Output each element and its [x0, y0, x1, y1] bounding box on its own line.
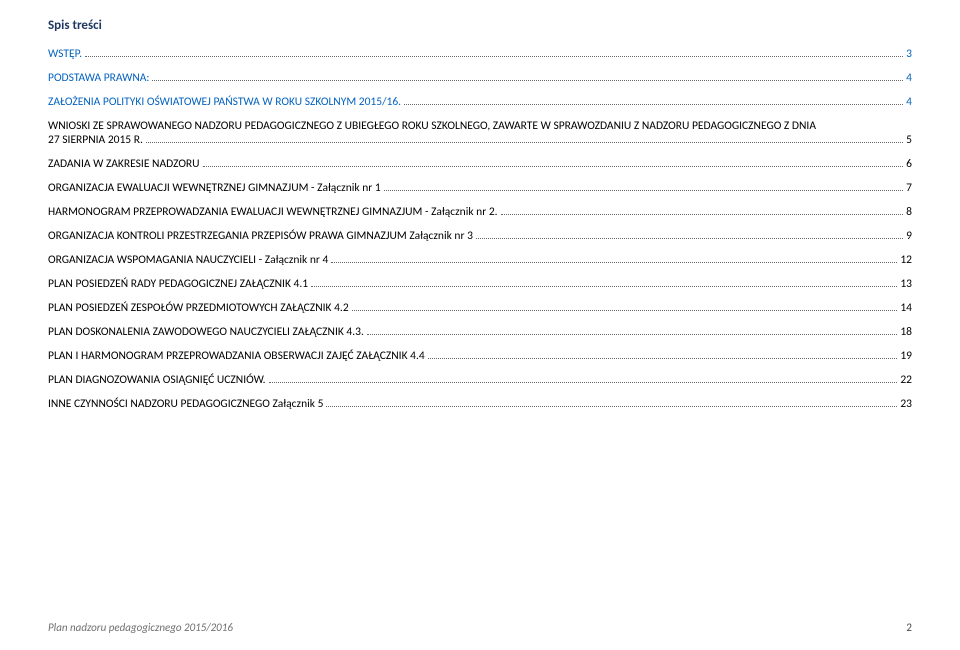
toc-page-number: 23 [900, 397, 912, 411]
toc-label: PLAN DIAGNOZOWANIA OSIĄGNIĘĆ UCZNIÓW. [48, 373, 266, 387]
toc-page-number: 14 [900, 301, 912, 315]
toc-leader-dots [311, 286, 897, 287]
toc-page-number: 6 [906, 157, 912, 171]
toc-page-number: 3 [906, 47, 912, 61]
toc-row[interactable]: PODSTAWA PRAWNA: 4 [48, 71, 912, 85]
toc-row: ORGANIZACJA WSPOMAGANIA NAUCZYCIELI - Za… [48, 253, 912, 267]
toc-row: ORGANIZACJA EWALUACJI WEWNĘTRZNEJ GIMNAZ… [48, 181, 912, 195]
toc-leader-dots [331, 262, 897, 263]
toc-row: PLAN POSIEDZEŃ RADY PEDAGOGICZNEJ ZAŁĄCZ… [48, 277, 912, 291]
toc-label[interactable]: ZAŁOŻENIA POLITYKI OŚWIATOWEJ PAŃSTWA W … [48, 95, 401, 109]
footer-left: Plan nadzoru pedagogicznego 2015/2016 [48, 621, 233, 634]
toc-label: INNE CZYNNOŚCI NADZORU PEDAGOGICZNEGO Za… [48, 397, 323, 411]
toc-page-number: 13 [900, 277, 912, 291]
toc-leader-dots [152, 80, 903, 81]
table-of-contents: WSTĘP. 3 PODSTAWA PRAWNA: 4 ZAŁOŻENIA POLITY… [48, 47, 912, 411]
toc-leader-dots [352, 310, 898, 311]
toc-page-number: 22 [900, 373, 912, 387]
toc-page-number: 19 [900, 349, 912, 363]
toc-leader-dots [85, 56, 903, 57]
toc-label: PLAN I HARMONOGRAM PRZEPROWADZANIA OBSER… [48, 349, 425, 363]
toc-row: ZADANIA W ZAKRESIE NADZORU 6 [48, 157, 912, 171]
toc-page-number: 4 [906, 71, 912, 85]
toc-leader-dots [146, 142, 903, 143]
footer-page-number: 2 [906, 621, 912, 634]
toc-page-number: 12 [900, 253, 912, 267]
toc-page-number: 9 [906, 229, 912, 243]
toc-page-number: 4 [906, 95, 912, 109]
toc-row[interactable]: WSTĘP. 3 [48, 47, 912, 61]
toc-row: HARMONOGRAM PRZEPROWADZANIA EWALUACJI WE… [48, 205, 912, 219]
toc-row: INNE CZYNNOŚCI NADZORU PEDAGOGICZNEGO Za… [48, 397, 912, 411]
toc-label: PLAN POSIEDZEŃ ZESPOŁÓW PRZEDMIOTOWYCH Z… [48, 301, 349, 315]
toc-label[interactable]: PODSTAWA PRAWNA: [48, 71, 149, 85]
toc-label: PLAN DOSKONALENIA ZAWODOWEGO NAUCZYCIELI… [48, 325, 364, 339]
toc-row: ORGANIZACJA KONTROLI PRZESTRZEGANIA PRZE… [48, 229, 912, 243]
toc-leader-dots [367, 334, 897, 335]
toc-row: PLAN DIAGNOZOWANIA OSIĄGNIĘĆ UCZNIÓW. 22 [48, 373, 912, 387]
toc-leader-dots [384, 190, 903, 191]
toc-label: HARMONOGRAM PRZEPROWADZANIA EWALUACJI WE… [48, 205, 498, 219]
toc-leader-dots [326, 406, 897, 407]
toc-label[interactable]: WSTĘP. [48, 47, 82, 61]
toc-page-number: 18 [900, 325, 912, 339]
toc-leader-dots [203, 166, 904, 167]
toc-label: ORGANIZACJA WSPOMAGANIA NAUCZYCIELI - Za… [48, 253, 328, 267]
toc-leader-dots [404, 104, 903, 105]
toc-row: PLAN I HARMONOGRAM PRZEPROWADZANIA OBSER… [48, 349, 912, 363]
toc-leader-dots [476, 238, 903, 239]
toc-page-number: 8 [906, 205, 912, 219]
toc-row: WNIOSKI ZE SPRAWOWANEGO NADZORU PEDAGOGI… [48, 119, 912, 133]
page-footer: Plan nadzoru pedagogicznego 2015/2016 2 [48, 621, 912, 634]
toc-label: PLAN POSIEDZEŃ RADY PEDAGOGICZNEJ ZAŁĄCZ… [48, 277, 308, 291]
toc-page-number: 5 [906, 133, 912, 147]
toc-label: 27 SIERPNIA 2015 R. [48, 133, 143, 147]
toc-leader-dots [428, 358, 898, 359]
toc-row[interactable]: ZAŁOŻENIA POLITYKI OŚWIATOWEJ PAŃSTWA W … [48, 95, 912, 109]
toc-label: ORGANIZACJA KONTROLI PRZESTRZEGANIA PRZE… [48, 229, 473, 243]
toc-row: 27 SIERPNIA 2015 R. 5 [48, 133, 912, 147]
toc-page-number: 7 [906, 181, 912, 195]
toc-label: ORGANIZACJA EWALUACJI WEWNĘTRZNEJ GIMNAZ… [48, 181, 381, 195]
toc-row: PLAN POSIEDZEŃ ZESPOŁÓW PRZEDMIOTOWYCH Z… [48, 301, 912, 315]
toc-label: ZADANIA W ZAKRESIE NADZORU [48, 157, 200, 171]
toc-row: PLAN DOSKONALENIA ZAWODOWEGO NAUCZYCIELI… [48, 325, 912, 339]
toc-leader-dots [269, 382, 898, 383]
toc-label: WNIOSKI ZE SPRAWOWANEGO NADZORU PEDAGOGI… [48, 119, 816, 133]
toc-leader-dots [501, 214, 904, 215]
page-title: Spis treści [48, 18, 912, 33]
